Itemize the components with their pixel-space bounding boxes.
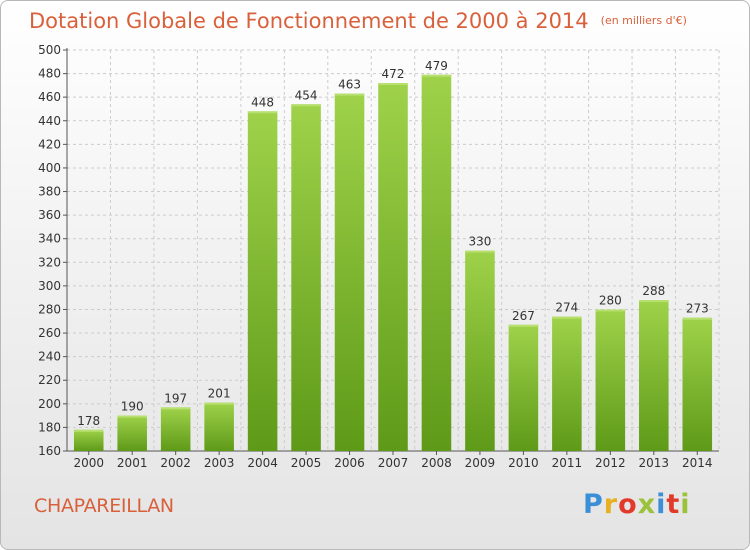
x-tick-label: 2014 <box>682 456 713 470</box>
labels: 160 180 200 220 240 260 280 300 320 340 360 380 400 4… <box>38 43 712 470</box>
logo-letter: i <box>656 489 667 520</box>
bar-highlight <box>682 317 713 320</box>
y-tick-label: 180 <box>38 420 61 434</box>
bar-2010 <box>508 324 539 451</box>
y-tick-label: 240 <box>38 350 61 364</box>
bar-2005 <box>291 104 321 452</box>
bar-highlight <box>334 93 365 96</box>
data-label: 330 <box>468 235 491 249</box>
bar-highlight <box>291 104 321 107</box>
data-label: 201 <box>208 387 231 401</box>
y-tick-label: 300 <box>38 279 61 293</box>
y-tick-label: 460 <box>38 90 61 104</box>
data-label: 178 <box>77 414 100 428</box>
bar-2008 <box>421 74 452 452</box>
data-label: 197 <box>164 391 187 405</box>
data-label: 288 <box>642 284 665 298</box>
bar-2012 <box>595 309 626 451</box>
bar-2003 <box>204 402 234 451</box>
x-tick-label: 2004 <box>247 456 278 470</box>
bar-highlight <box>378 83 408 86</box>
bar-2007 <box>378 83 408 451</box>
proxiti-logo[interactable]: Proxiti <box>583 489 691 520</box>
y-tick-label: 220 <box>38 373 61 387</box>
bar-highlight <box>595 309 626 312</box>
logo-letter: i <box>680 489 691 520</box>
y-tick-label: 500 <box>38 43 61 57</box>
data-label: 448 <box>251 95 274 109</box>
data-label: 190 <box>121 400 144 414</box>
logo-letter: t <box>666 489 681 520</box>
bar-highlight <box>639 300 669 303</box>
y-tick-label: 440 <box>38 114 61 128</box>
x-tick-label: 2009 <box>465 456 496 470</box>
location-name: CHAPAREILLAN <box>34 495 174 517</box>
y-tick-label: 480 <box>38 67 61 81</box>
bar-highlight <box>421 74 452 77</box>
data-label: 479 <box>425 59 448 73</box>
y-tick-label: 400 <box>38 161 61 175</box>
y-tick-label: 420 <box>38 137 61 151</box>
x-tick-label: 2012 <box>595 456 626 470</box>
bar-2004 <box>247 111 278 452</box>
x-tick-label: 2013 <box>639 456 670 470</box>
bar-highlight <box>508 324 539 327</box>
data-label: 463 <box>338 78 361 92</box>
x-tick-label: 2010 <box>508 456 539 470</box>
bar-2014 <box>682 317 713 451</box>
x-tick-label: 2002 <box>160 456 191 470</box>
y-tick-label: 280 <box>38 302 61 316</box>
bar-2009 <box>465 250 495 451</box>
bar-2001 <box>117 415 147 451</box>
x-tick-label: 2001 <box>117 456 148 470</box>
bar-highlight <box>160 407 191 410</box>
y-tick-label: 200 <box>38 397 61 411</box>
bar-2000 <box>73 429 104 451</box>
bar-highlight <box>247 111 278 114</box>
y-tick-label: 260 <box>38 326 61 340</box>
x-tick-label: 2000 <box>73 456 104 470</box>
data-label: 267 <box>512 309 535 323</box>
x-tick-label: 2011 <box>552 456 583 470</box>
y-tick-label: 380 <box>38 185 61 199</box>
bar-2006 <box>334 93 365 451</box>
y-tick-label: 360 <box>38 208 61 222</box>
x-tick-label: 2007 <box>378 456 409 470</box>
y-tick-label: 340 <box>38 232 61 246</box>
data-label: 273 <box>686 302 709 316</box>
data-label: 280 <box>599 293 622 307</box>
x-tick-label: 2006 <box>334 456 365 470</box>
chart-title: Dotation Globale de Fonctionnement de 20… <box>29 9 589 33</box>
bar-highlight <box>73 429 104 432</box>
data-label: 454 <box>295 88 318 102</box>
bar-highlight <box>117 415 147 418</box>
data-label: 274 <box>555 301 578 315</box>
x-tick-label: 2003 <box>204 456 235 470</box>
bar-highlight <box>465 250 495 253</box>
bar-highlight <box>204 402 234 405</box>
logo-letter: P <box>583 489 604 520</box>
data-label: 472 <box>382 67 405 81</box>
bar-2013 <box>639 300 669 451</box>
title-row: Dotation Globale de Fonctionnement de 20… <box>29 9 687 33</box>
logo-letter: o <box>618 489 638 520</box>
chart-unit-note: (en milliers d'€) <box>600 14 687 27</box>
bar-2011 <box>552 316 582 451</box>
y-tick-label: 160 <box>38 444 61 458</box>
logo-letter: r <box>603 489 619 520</box>
x-tick-label: 2005 <box>291 456 322 470</box>
bars <box>73 74 713 452</box>
logo-letter: x <box>637 489 657 520</box>
bar-highlight <box>552 316 582 319</box>
y-tick-label: 320 <box>38 255 61 269</box>
bar-2002 <box>160 407 191 451</box>
x-tick-label: 2008 <box>421 456 452 470</box>
